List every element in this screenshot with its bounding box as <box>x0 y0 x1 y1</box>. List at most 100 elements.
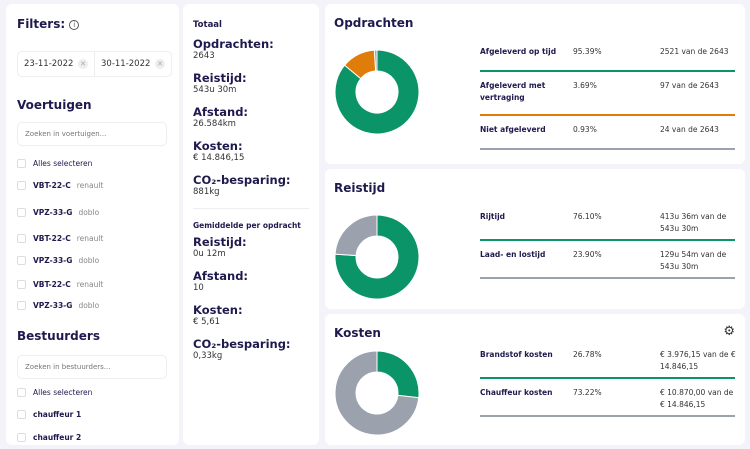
clear-icon[interactable]: ✕ <box>78 59 88 69</box>
legend-row: Brandstof kosten 26.78% € 3.976,15 van de … <box>480 349 736 379</box>
detail-value: 413u 36m van de 543u 30m <box>660 212 727 233</box>
category-label: Laad- en lostijd <box>480 250 546 259</box>
stat-items: Afstand: 26.584km <box>193 106 248 130</box>
category-label: Rijtijd <box>480 212 506 221</box>
stat-value: 26.584km <box>193 119 236 129</box>
vehicle-plate: VPZ-33-G <box>33 208 73 217</box>
detail-value: 129u 54m van de 543u 30m <box>660 250 727 271</box>
checkbox[interactable] <box>17 410 26 419</box>
checkbox[interactable] <box>17 388 26 397</box>
checkbox[interactable] <box>17 234 26 243</box>
donut-slice[interactable] <box>376 350 420 399</box>
stat-value: € 14.846,15 <box>193 153 245 163</box>
stat-label: Kosten: <box>193 139 243 153</box>
vehicle-model: doblo <box>78 256 100 265</box>
vehicle-plate: VBT-22-C <box>33 181 71 190</box>
vehicle-item[interactable]: VPZ-33-G doblo <box>17 301 99 310</box>
donut-slice[interactable] <box>334 214 420 300</box>
panel-title: Opdrachten <box>334 16 414 30</box>
vehicle-item[interactable]: VBT-22-C renault <box>17 181 103 190</box>
filters-title: Filters: i <box>17 17 80 31</box>
stat-label: CO₂-besparing: <box>193 173 291 187</box>
driver-name: chauffeur 2 <box>33 433 82 442</box>
donut-slice[interactable] <box>334 49 420 135</box>
vehicle-item[interactable]: VBT-22-C renault <box>17 280 103 289</box>
category-label: Niet afgeleverd <box>480 125 546 134</box>
stat-label: Reistijd: <box>193 71 247 85</box>
stat-items: CO₂-besparing: 881kg <box>193 174 291 198</box>
stat-avg: Kosten: € 5,61 <box>193 304 243 328</box>
stat-value: 10 <box>193 283 204 293</box>
donut-chart <box>334 49 420 135</box>
stat-value: 2643 <box>193 51 215 61</box>
legend-row: Rijtijd 76.10% 413u 36m van de 543u 30m <box>480 211 735 241</box>
date-to[interactable]: 30-11-2022 <box>101 59 151 69</box>
category-label: Brandstof kosten <box>480 350 553 359</box>
driver-select-all[interactable]: Alles selecteren <box>17 388 92 397</box>
date-range[interactable]: 23-11-2022 ✕ 30-11-2022 ✕ <box>17 51 172 77</box>
detail-value: 24 van de 2643 <box>660 125 719 134</box>
stat-label: Afstand: <box>193 105 249 119</box>
donut-chart <box>334 350 420 436</box>
stat-items: Opdrachten: 2643 <box>193 38 274 62</box>
legend-row: Chauffeur kosten 73.22% € 10.870,00 van de… <box>480 387 735 417</box>
legend-table: Afgeleverd op tijd 95.39% 2521 van de 2643… <box>480 46 735 150</box>
vehicle-item[interactable]: VPZ-33-G doblo <box>17 256 99 265</box>
stat-value: 881kg <box>193 187 220 197</box>
panel-opdrachten: Opdrachten Afgeleverd op tijd 95.39% 2521 v… <box>325 4 745 164</box>
percentage: 26.78% <box>573 350 602 359</box>
stat-value: € 5,61 <box>193 317 221 327</box>
driver-item[interactable]: chauffeur 2 <box>17 433 87 442</box>
stat-avg: Reistijd: 0u 12m <box>193 236 247 260</box>
donut-slice[interactable] <box>373 49 378 72</box>
checkbox[interactable] <box>17 433 26 442</box>
stat-label: CO₂-besparing: <box>193 337 291 351</box>
info-icon[interactable]: i <box>69 20 80 30</box>
driver-search-input[interactable] <box>17 355 167 379</box>
vehicle-item[interactable]: VPZ-33-G doblo <box>17 208 99 217</box>
legend-row: Afgeleverd op tijd 95.39% 2521 van de 2643 <box>480 46 735 72</box>
vehicle-plate: VPZ-33-G <box>33 301 73 310</box>
legend-row: Laad- en lostijd 23.90% 129u 54m van de 54… <box>480 249 735 279</box>
stat-avg: Afstand: 10 <box>193 270 248 294</box>
checkbox[interactable] <box>17 256 26 265</box>
stat-label: Reistijd: <box>193 235 247 249</box>
checkbox[interactable] <box>17 159 26 168</box>
vehicle-item[interactable]: VBT-22-C renault <box>17 234 103 243</box>
category-label: Afgeleverd op tijd <box>480 47 557 56</box>
stat-label: Kosten: <box>193 303 243 317</box>
legend-row: Niet afgeleverd 0.93% 24 van de 2643 <box>480 124 735 150</box>
category-label: Afgeleverd met vertraging <box>480 81 546 102</box>
gear-icon[interactable]: ⚙ <box>723 324 735 339</box>
vehicle-select-all[interactable]: Alles selecteren <box>17 159 92 168</box>
clear-icon[interactable]: ✕ <box>155 59 165 69</box>
driver-item[interactable]: chauffeur 1 <box>17 410 87 419</box>
totals-title: Totaal <box>193 20 222 30</box>
category-label: Chauffeur kosten <box>480 388 553 397</box>
vehicle-search-input[interactable] <box>17 122 167 146</box>
percentage: 73.22% <box>573 388 602 397</box>
driver-name: chauffeur 1 <box>33 410 82 419</box>
donut-chart <box>334 214 420 300</box>
stat-value: 0u 12m <box>193 249 226 259</box>
donut-slice[interactable] <box>334 350 420 436</box>
date-from[interactable]: 23-11-2022 <box>24 59 74 69</box>
stat-items: Reistijd: 543u 30m <box>193 72 247 96</box>
stat-value: 0,33kg <box>193 351 223 361</box>
checkbox[interactable] <box>17 280 26 289</box>
detail-value: 97 van de 2643 <box>660 81 719 90</box>
checkbox[interactable] <box>17 181 26 190</box>
checkbox[interactable] <box>17 301 26 310</box>
divider <box>193 208 309 209</box>
panel-reistijd: Reistijd Rijtijd 76.10% 413u 36m van de 543… <box>325 169 745 309</box>
detail-value: 2521 van de 2643 <box>660 47 729 56</box>
stat-label: Afstand: <box>193 269 249 283</box>
drivers-title: Bestuurders <box>17 329 100 343</box>
vehicle-model: doblo <box>78 208 100 217</box>
legend-table: Rijtijd 76.10% 413u 36m van de 543u 30m Laa… <box>480 211 735 279</box>
donut-slice[interactable] <box>334 214 378 257</box>
checkbox[interactable] <box>17 208 26 217</box>
filters-panel: Filters: i 23-11-2022 ✕ 30-11-2022 ✕ Voertu… <box>6 4 179 445</box>
panel-title: Kosten <box>334 326 381 340</box>
stat-label: Opdrachten: <box>193 37 274 51</box>
